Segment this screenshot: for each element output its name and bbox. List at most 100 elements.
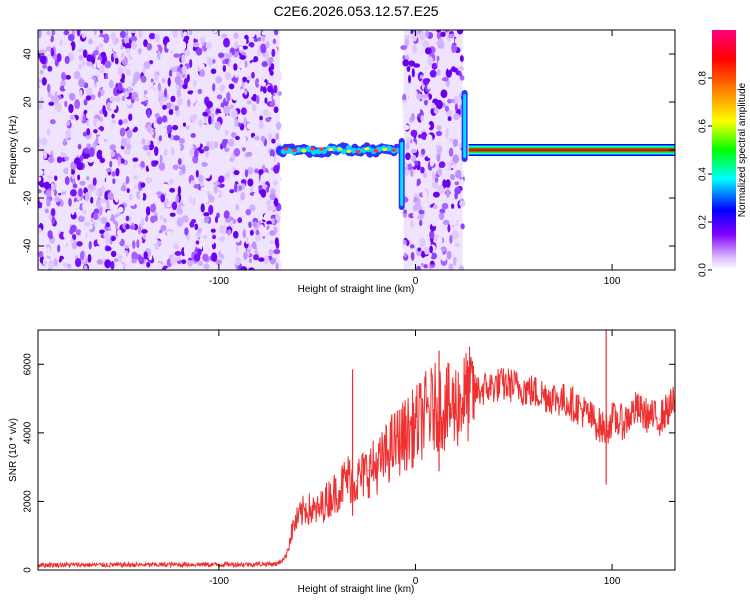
colorbar-tick-label: 0.2 [698,215,709,229]
noise-blob [153,160,159,165]
noise-blob [419,212,424,220]
noise-blob [227,195,235,201]
snr-point [328,497,330,499]
noise-blob [38,169,44,176]
noise-blob [142,233,147,240]
noise-blob [46,83,51,93]
noise-blob [429,230,435,240]
noise-blob [272,95,279,101]
noise-blob [423,172,427,178]
noise-blob [78,188,83,197]
noise-blob [453,95,460,106]
noise-blob [86,54,93,63]
noise-blob [97,236,103,246]
noise-blob [260,174,264,184]
colorbar-tick-label: 0.0 [698,263,709,277]
noise-blob [269,100,276,108]
noise-blob [130,30,136,34]
noise-blob [247,178,254,187]
noise-blob [118,233,122,243]
noise-blob [433,204,438,210]
noise-blob [177,185,182,195]
noise-blob [234,183,238,193]
noise-blob [143,39,148,48]
noise-blob [433,78,439,84]
noise-blob [197,227,203,234]
noise-blob [457,66,465,72]
noise-blob [451,203,455,209]
noise-blob [39,108,46,114]
noise-blob [140,198,147,208]
noise-blob [258,69,264,77]
noise-blob [131,259,137,264]
noise-blob [214,34,222,44]
noise-blob [424,99,428,106]
noise-blob [63,231,67,239]
noise-blob [417,204,423,212]
noise-blob [412,30,420,36]
noise-blob [229,61,234,70]
noise-blob [240,203,244,211]
noise-blob [93,129,98,134]
noise-blob [95,188,100,196]
snr-point [355,480,358,482]
noise-blob [63,138,67,146]
noise-blob [269,155,274,164]
colorbar-label: Normalized spectral amplitude [737,82,748,217]
noise-blob [208,115,212,125]
noise-blob [219,224,223,234]
noise-blob [425,30,430,38]
noise-blob [110,102,117,111]
noise-blob [117,206,124,213]
noise-blob [119,30,126,39]
snr-point [509,384,511,386]
noise-blob [202,196,209,204]
noise-blob [446,109,453,118]
noise-blob [267,34,275,40]
noise-blob [160,193,166,203]
noise-blob [180,41,187,51]
noise-blob [161,128,168,135]
snr-point [462,397,464,400]
noise-blob [104,259,111,269]
noise-blob [55,184,63,194]
noise-blob [248,102,252,113]
noise-blob [69,114,75,120]
noise-blob [139,96,146,102]
spectrogram-y-ticks: -40 -20 0 20 40 [23,48,675,253]
noise-blob [195,169,199,178]
noise-blob [273,84,278,94]
noise-blob [191,180,196,185]
noise-blob [455,126,459,131]
noise-blob [445,128,449,138]
noise-blob [194,32,200,40]
noise-blob [451,44,458,53]
snr-y-tick-label: 0 [23,567,34,573]
noise-blob [82,49,88,59]
noise-blob [226,171,231,179]
noise-blob [233,169,240,176]
noise-blob [240,266,248,270]
noise-blob [410,220,414,228]
noise-blob [430,260,435,265]
noise-blob [220,224,227,235]
noise-blob [83,265,88,270]
noise-blob [158,162,166,171]
noise-blob [83,99,88,106]
noise-blob [436,124,442,131]
noise-blob [238,46,244,51]
noise-blob [420,262,425,267]
noise-blob [239,55,246,60]
noise-blob [170,95,176,103]
noise-blob [416,93,423,100]
noise-blob [454,242,460,248]
noise-blob [458,87,463,93]
noise-blob [436,31,442,40]
noise-blob [216,94,223,100]
noise-blob [439,208,446,214]
noise-blob [159,203,165,209]
noise-blob [150,78,154,83]
noise-blob [107,192,114,201]
noise-blob [74,201,80,209]
